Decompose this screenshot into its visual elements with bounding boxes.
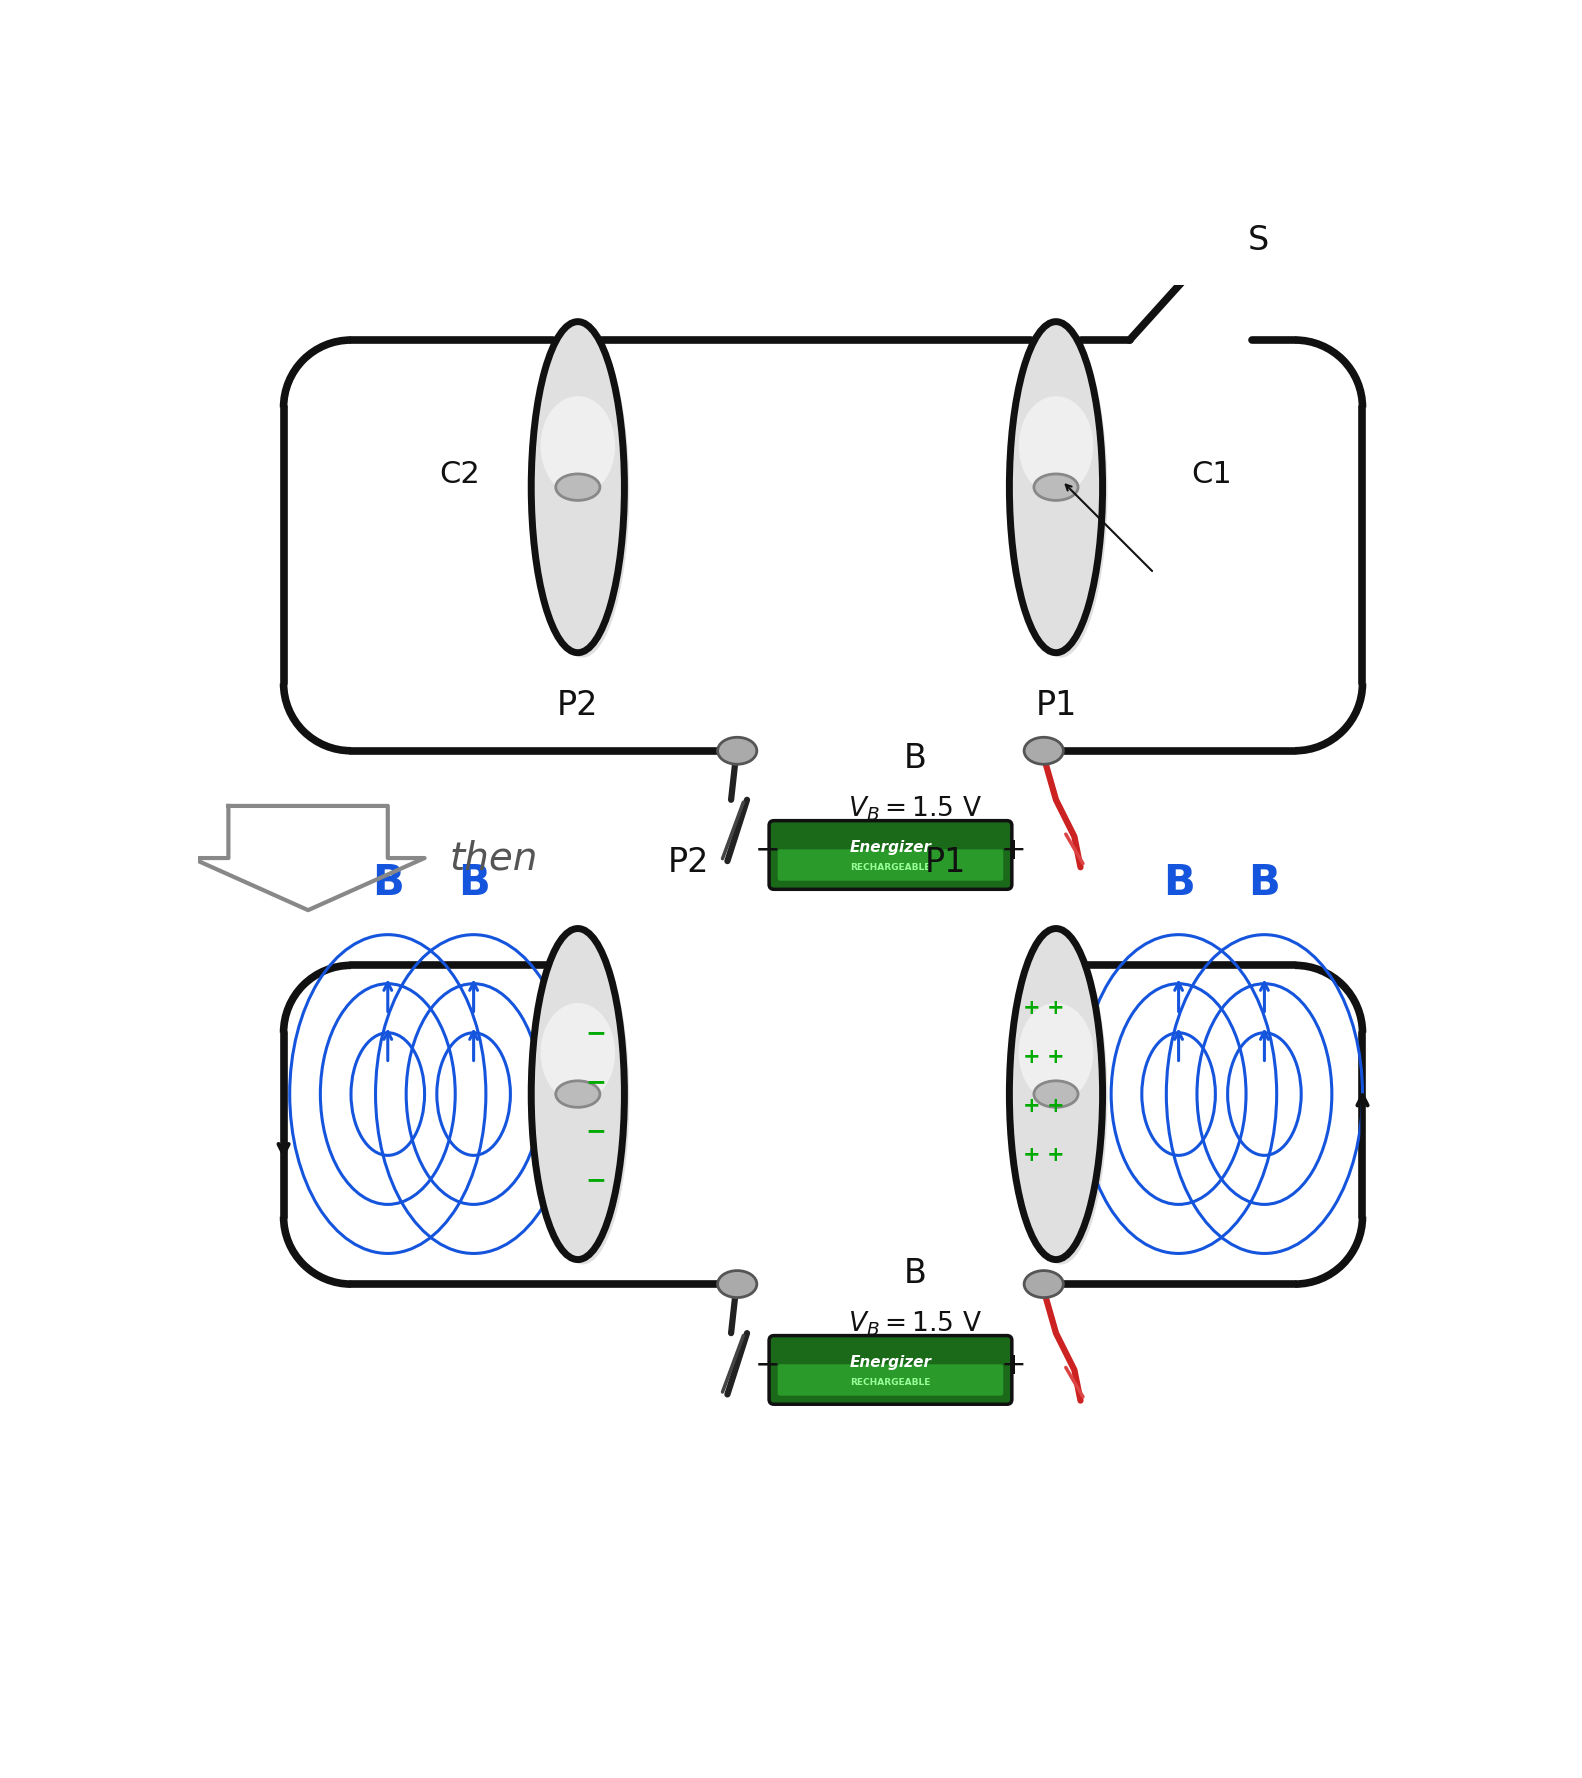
Text: C1: C1 <box>1191 461 1232 489</box>
Ellipse shape <box>536 933 630 1264</box>
Text: B: B <box>372 862 403 903</box>
Text: $V_B = 1.5$ V: $V_B = 1.5$ V <box>848 1310 982 1339</box>
Ellipse shape <box>1014 327 1107 658</box>
Text: +: + <box>1022 1145 1041 1165</box>
Text: B: B <box>457 862 489 903</box>
Ellipse shape <box>532 322 625 653</box>
Text: +: + <box>1000 836 1025 864</box>
Ellipse shape <box>555 1081 600 1108</box>
FancyBboxPatch shape <box>778 850 1003 880</box>
Text: −: − <box>585 1021 607 1045</box>
Polygon shape <box>191 805 424 910</box>
Ellipse shape <box>1019 396 1093 496</box>
Text: $V_B = 1.5$ V: $V_B = 1.5$ V <box>848 795 982 823</box>
Ellipse shape <box>1009 928 1103 1259</box>
FancyBboxPatch shape <box>778 1364 1003 1396</box>
Ellipse shape <box>1019 1003 1093 1102</box>
Ellipse shape <box>1035 475 1077 500</box>
FancyBboxPatch shape <box>769 821 1012 889</box>
Text: Energizer: Energizer <box>850 1355 932 1371</box>
Text: B: B <box>903 741 927 775</box>
Ellipse shape <box>532 928 625 1259</box>
Text: P1: P1 <box>1035 690 1077 722</box>
Text: +: + <box>1022 1097 1041 1117</box>
Text: B: B <box>903 1257 927 1291</box>
Text: −: − <box>755 1351 780 1380</box>
Ellipse shape <box>718 1271 756 1298</box>
Text: +: + <box>1000 1351 1025 1380</box>
Ellipse shape <box>1035 1081 1077 1108</box>
Text: −: − <box>585 1118 607 1143</box>
Text: P2: P2 <box>557 690 598 722</box>
Text: P2: P2 <box>668 846 709 880</box>
Ellipse shape <box>1014 933 1107 1264</box>
Ellipse shape <box>541 396 615 496</box>
Text: P1: P1 <box>925 846 967 880</box>
Ellipse shape <box>718 738 756 765</box>
Text: +: + <box>1047 1145 1065 1165</box>
Text: RECHARGEABLE: RECHARGEABLE <box>850 1378 930 1387</box>
Ellipse shape <box>536 327 630 658</box>
Text: +: + <box>1047 997 1065 1019</box>
Ellipse shape <box>555 475 600 500</box>
Text: B: B <box>1163 862 1194 903</box>
FancyBboxPatch shape <box>769 1335 1012 1405</box>
Text: RECHARGEABLE: RECHARGEABLE <box>850 862 930 871</box>
Text: S: S <box>1248 224 1269 256</box>
Text: +: + <box>1047 1047 1065 1067</box>
Text: −: − <box>755 836 780 864</box>
Ellipse shape <box>541 1003 615 1102</box>
Text: Energizer: Energizer <box>850 841 932 855</box>
Text: B: B <box>1248 862 1280 903</box>
Text: C2: C2 <box>438 461 479 489</box>
Ellipse shape <box>1024 738 1063 765</box>
Text: +: + <box>1022 1047 1041 1067</box>
Text: then: then <box>449 839 538 877</box>
Text: −: − <box>585 1168 607 1191</box>
Text: −: − <box>585 1070 607 1093</box>
Ellipse shape <box>1009 322 1103 653</box>
Text: +: + <box>1047 1097 1065 1117</box>
Ellipse shape <box>1024 1271 1063 1298</box>
Text: +: + <box>1022 997 1041 1019</box>
